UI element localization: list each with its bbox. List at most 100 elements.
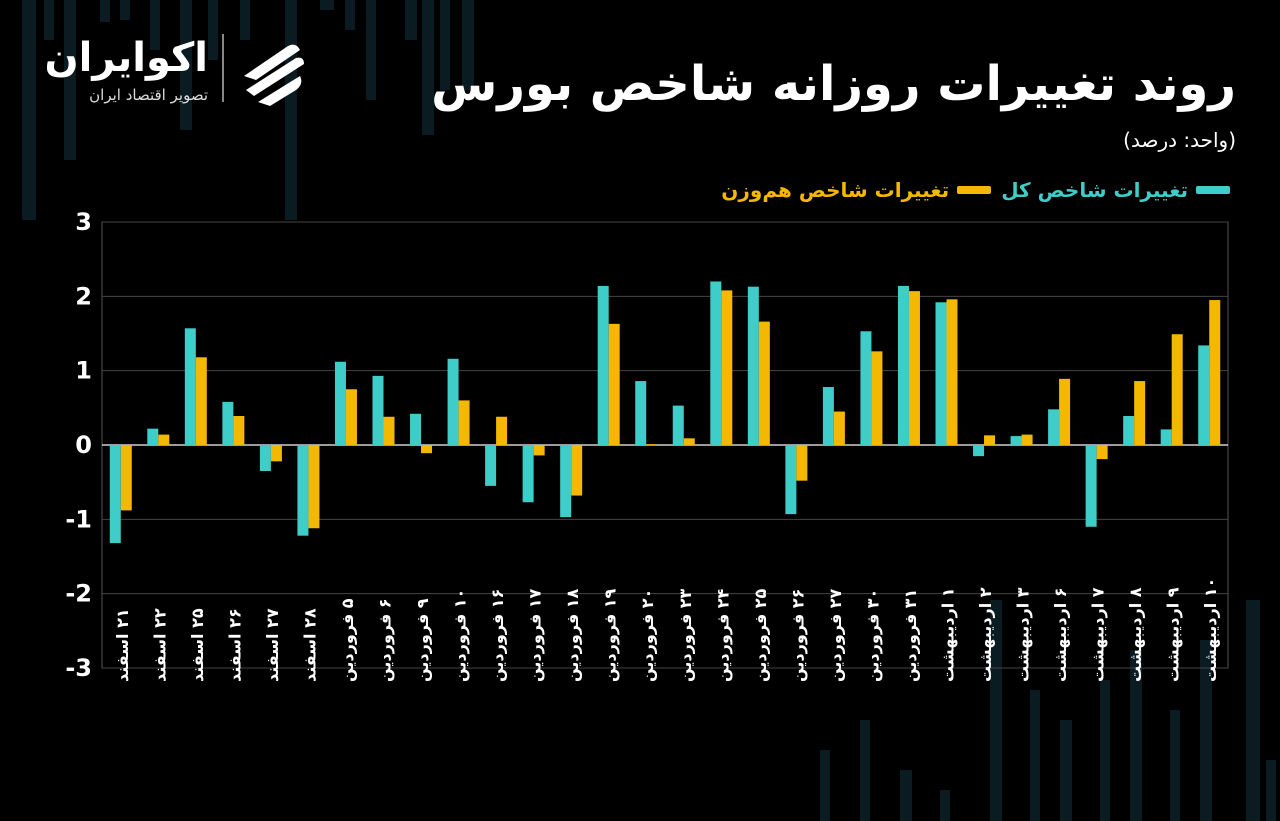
x-tick-label: ۱۸ فروردین [563, 588, 582, 682]
decor-candle [820, 750, 830, 821]
logo-divider [222, 34, 224, 102]
bar-equal-weight-index [796, 445, 808, 481]
decor-candle [1200, 640, 1212, 821]
x-tick-label: ۳۰ فروردین [863, 589, 882, 682]
decor-candle [1060, 720, 1072, 821]
decor-candle [44, 0, 54, 40]
bar-equal-weight-index [758, 321, 770, 445]
bar-equal-weight-index [533, 445, 545, 456]
bar-total-index [147, 428, 159, 445]
bar-total-index [334, 361, 346, 445]
legend-label-total: تغییرات شاخص کل [1001, 178, 1188, 202]
x-tick-label: ۳ اردیبهشت [1014, 587, 1033, 682]
bar-total-index [1123, 416, 1135, 445]
bar-total-index [1085, 445, 1097, 527]
bar-total-index [1048, 409, 1060, 445]
x-tick-label: ۲۷ فروردین [826, 588, 845, 682]
bar-total-index [785, 445, 797, 515]
decor-candle [422, 0, 434, 135]
x-tick-label: ۲۷ اسفند [263, 608, 282, 682]
bar-total-index [860, 331, 872, 445]
x-tick-label: ۱ اردیبهشت [939, 587, 958, 682]
unit-label: (واحد: درصد) [1123, 128, 1236, 152]
bar-equal-weight-index [1209, 300, 1221, 445]
bar-equal-weight-index [946, 299, 958, 445]
bar-total-index [710, 281, 722, 445]
legend-item-equal-weight: تغییرات شاخص هم‌وزن [721, 178, 992, 202]
bar-equal-weight-index [833, 411, 845, 445]
bar-equal-weight-index [871, 351, 883, 445]
decor-candle [208, 0, 218, 60]
bar-equal-weight-index [721, 290, 733, 445]
y-tick-label: 3 [75, 208, 92, 236]
brand-logo: اکوایران تصویر اقتصاد ایران [44, 32, 318, 112]
x-tick-label: ۹ اردیبهشت [1164, 587, 1183, 682]
decor-candle [990, 600, 1002, 821]
legend-swatch-equal-weight [957, 186, 992, 194]
y-tick-label: -1 [65, 505, 92, 533]
decor-candle [366, 0, 376, 100]
bar-total-index [1160, 429, 1172, 445]
x-tick-label: ۲۰ فروردین [638, 589, 657, 682]
x-tick-label: ۲۵ اسفند [188, 608, 207, 682]
bar-total-index [747, 286, 759, 445]
decor-candle [100, 0, 110, 22]
bar-equal-weight-index [383, 416, 395, 445]
x-tick-label: ۲۵ فروردین [751, 588, 770, 682]
bar-equal-weight-index [571, 445, 583, 496]
decor-candle [320, 0, 334, 10]
bar-total-index [935, 302, 947, 445]
bar-total-index [259, 445, 271, 472]
bar-equal-weight-index [908, 291, 920, 445]
chart-title: روند تغییرات روزانه شاخص بورس [431, 56, 1236, 112]
y-tick-label: -2 [65, 580, 92, 608]
bar-equal-weight-index [1021, 434, 1033, 445]
x-tick-label: ۱۷ فروردین [526, 588, 545, 682]
x-tick-label: ۱۹ فروردین [601, 588, 620, 682]
bar-equal-weight-index [646, 444, 658, 446]
bar-equal-weight-index [984, 435, 996, 445]
decor-candle [120, 0, 130, 20]
y-tick-label: 2 [75, 282, 92, 310]
brand-tagline: تصویر اقتصاد ایران [89, 86, 208, 104]
decor-candle [1266, 760, 1276, 821]
decor-candle [405, 0, 417, 40]
x-tick-label: ۱۶ فروردین [488, 589, 507, 682]
decor-candle [1246, 600, 1260, 821]
bar-total-index [897, 285, 909, 445]
bar-equal-weight-index [683, 438, 695, 445]
bar-equal-weight-index [270, 445, 282, 462]
bar-total-index [222, 401, 234, 445]
x-tick-label: ۷ اردیبهشت [1089, 587, 1108, 682]
bar-equal-weight-index [345, 389, 357, 445]
decor-candle [1030, 690, 1040, 821]
decor-candle [1100, 680, 1110, 821]
y-tick-label: 0 [75, 431, 92, 459]
decor-candle [900, 770, 912, 821]
bar-equal-weight-index [458, 400, 470, 445]
x-tick-label: ۱۰ فروردین [451, 589, 470, 682]
bar-total-index [560, 445, 572, 518]
brand-mark-icon [244, 44, 304, 106]
bar-equal-weight-index [1059, 378, 1071, 445]
bar-equal-weight-index [1171, 334, 1183, 445]
x-tick-label: ۲۶ فروردین [788, 589, 807, 682]
y-tick-label: 1 [75, 357, 92, 385]
bar-equal-weight-index [1096, 445, 1108, 460]
bar-total-index [672, 405, 684, 445]
decor-candle [150, 0, 160, 50]
bar-total-index [447, 358, 459, 445]
x-tick-label: ۲۳ فروردین [676, 588, 695, 682]
y-tick-label: -3 [65, 654, 92, 682]
bar-total-index [297, 445, 309, 536]
bar-total-index [1198, 345, 1210, 445]
decor-candle [345, 0, 355, 30]
bar-total-index [522, 445, 534, 503]
chart-legend: تغییرات شاخص کل تغییرات شاخص هم‌وزن [721, 178, 1230, 202]
bar-equal-weight-index [195, 357, 207, 445]
x-tick-label: ۱۰ اردیبهشت [1201, 578, 1220, 682]
decor-candle [22, 0, 36, 220]
bar-total-index [973, 445, 985, 457]
bar-equal-weight-index [496, 416, 508, 445]
